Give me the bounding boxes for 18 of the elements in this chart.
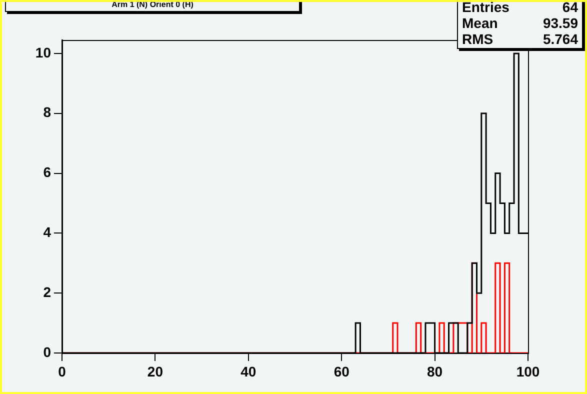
text: Mean	[462, 15, 499, 31]
y-tick-label: 6	[43, 164, 52, 180]
x-tick-label: 80	[427, 363, 443, 380]
x-tick-label: 60	[334, 363, 350, 380]
text: 64	[561, 0, 578, 15]
y-tick-label: 4	[43, 224, 52, 240]
y-tick-label: 10	[35, 44, 52, 60]
x-tick-label: 100	[516, 363, 540, 380]
annotation: RMS	[462, 31, 494, 47]
y-tick-label: 2	[43, 284, 52, 300]
text: 93.59	[542, 15, 578, 31]
y-tick-label: 8	[43, 104, 52, 120]
text: 5.764	[542, 31, 578, 47]
x-tick-label: 0	[58, 363, 66, 380]
y-tick-label: 0	[43, 344, 52, 360]
x-tick-label: 40	[240, 363, 256, 380]
x-tick-label: 20	[147, 363, 164, 380]
text: Entries	[462, 0, 510, 15]
